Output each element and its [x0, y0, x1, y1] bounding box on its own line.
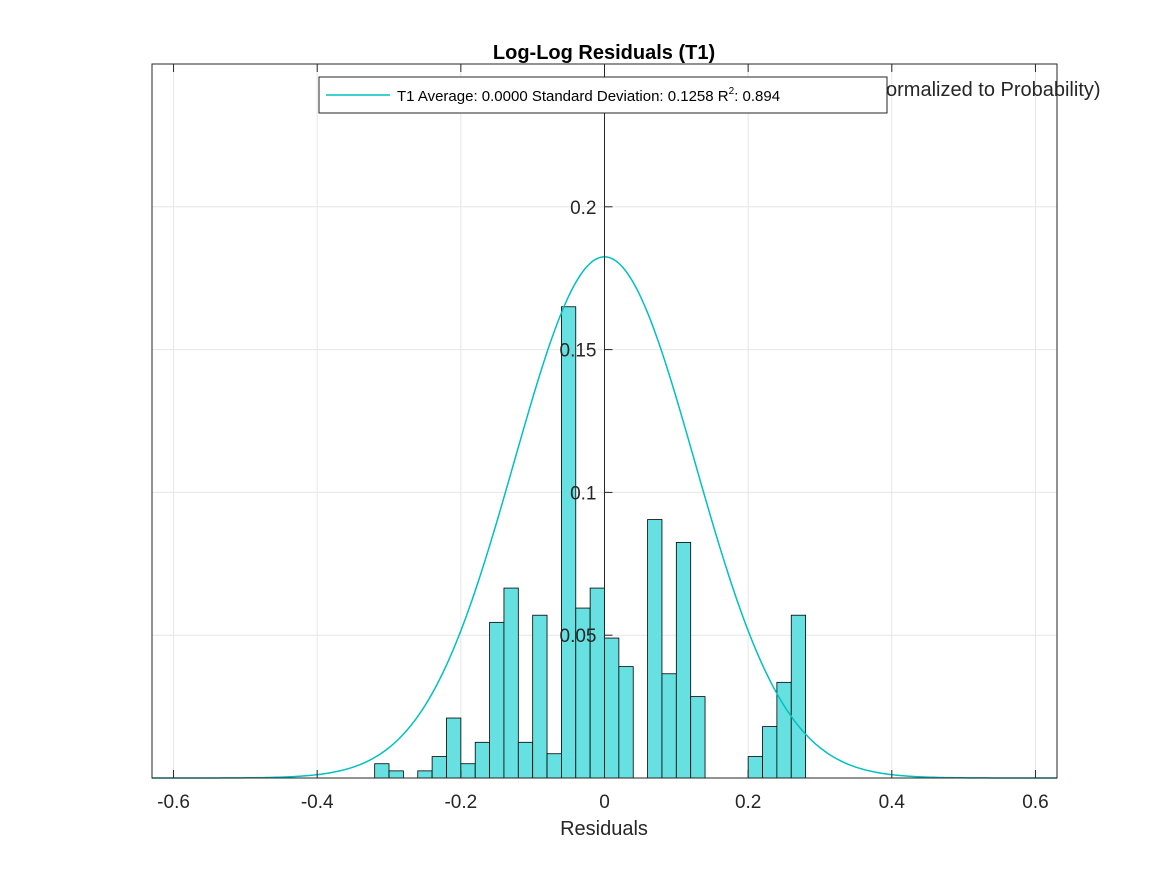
legend-entry-suffix: : 0.894 [734, 88, 780, 105]
x-tick-label: 0.6 [1022, 792, 1048, 813]
histogram-bar [460, 763, 476, 779]
x-tick-label: -0.4 [301, 792, 334, 813]
legend-entry-prefix: T1 Average: 0.0000 Standard Deviation: 0… [397, 88, 729, 105]
y-tick-label: 0.15 [560, 341, 597, 362]
histogram-bar [618, 666, 634, 779]
y-axis-label: ormalized to Probability) [886, 79, 1101, 101]
histogram-bar [604, 637, 620, 779]
histogram-bar [503, 587, 519, 779]
histogram-bar [661, 673, 677, 779]
x-tick-label: -0.2 [444, 792, 477, 813]
histogram-bar [532, 614, 548, 779]
tick-labels-layer: -0.6 -0.4 -0.2 0 0.2 0.4 0.6 0.05 0.1 0.15 0.2 [157, 198, 1048, 813]
x-tick-label: -0.6 [157, 792, 190, 813]
histogram-bar [561, 306, 577, 779]
histogram-bar [431, 756, 447, 779]
y-tick-label: 0.05 [560, 626, 597, 647]
x-tick-label: 0 [599, 792, 610, 813]
histogram-bar [489, 621, 505, 779]
y-tick-label: 0.2 [570, 198, 596, 219]
histogram-bars [374, 306, 807, 779]
legend-entry-superscript: 2 [729, 86, 735, 97]
legend-entry-t1: T1 Average: 0.0000 Standard Deviation: 0… [397, 86, 780, 105]
x-axis-label: Residuals [560, 818, 648, 840]
y-tick-label: 0.1 [570, 483, 596, 504]
histogram-bar [647, 519, 663, 779]
histogram-bar [374, 763, 390, 779]
legend: T1 Average: 0.0000 Standard Deviation: 0… [318, 76, 888, 114]
histogram-bar [446, 717, 462, 779]
histogram-bar [388, 770, 404, 779]
histogram-bar [474, 741, 490, 779]
x-tick-label: 0.4 [879, 792, 906, 813]
x-tick-label: 0.2 [735, 792, 761, 813]
histogram-bar [690, 696, 706, 779]
histogram-bar [417, 770, 433, 779]
legend-box [318, 76, 888, 114]
histogram-bar [589, 587, 605, 779]
histogram-bar [762, 726, 778, 779]
ticks-layer [173, 64, 1036, 778]
histogram-bar [517, 741, 534, 779]
histogram-bar [747, 756, 763, 779]
histogram-bar [675, 541, 692, 779]
histogram-bar [790, 614, 807, 779]
chart-title: Log-Log Residuals (T1) [493, 42, 715, 64]
histogram-bar [546, 753, 562, 779]
